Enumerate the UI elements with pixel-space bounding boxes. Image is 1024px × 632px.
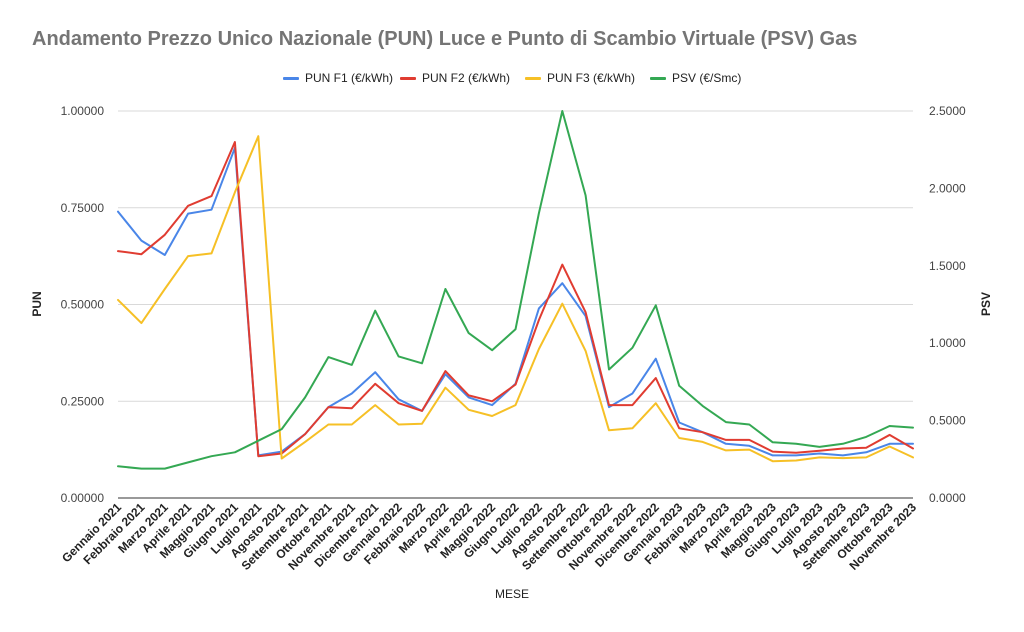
chart-title: Andamento Prezzo Unico Nazionale (PUN) L… xyxy=(32,28,858,50)
legend-label: PUN F3 (€/kWh) xyxy=(547,71,636,85)
y-right-tick-label: 2.0000 xyxy=(929,181,966,195)
y-left-tick-label: 1.00000 xyxy=(61,104,105,118)
series-line-4 xyxy=(117,110,914,470)
legend-swatch xyxy=(283,76,299,80)
legend-item: PUN F1 (€/kWh) xyxy=(283,68,393,88)
legend-item: PUN F2 (€/kWh) xyxy=(400,68,510,88)
legend-swatch xyxy=(400,76,416,80)
y-left-axis-title: PUN xyxy=(30,291,44,316)
legend-item: PSV (€/Smc) xyxy=(650,68,741,88)
legend-swatch xyxy=(650,76,666,80)
y-right-tick-label: 0.0000 xyxy=(929,491,966,505)
y-right-tick-label: 1.0000 xyxy=(929,336,966,350)
legend-swatch xyxy=(525,76,541,80)
y-right-tick-label: 0.5000 xyxy=(929,414,966,428)
series-line-1 xyxy=(117,146,914,457)
legend-label: PSV (€/Smc) xyxy=(672,71,742,85)
y-right-axis-title: PSV xyxy=(979,292,993,316)
y-left-tick-label: 0.25000 xyxy=(61,394,105,408)
legend-label: PUN F2 (€/kWh) xyxy=(422,71,511,85)
y-right-tick-label: 1.5000 xyxy=(929,259,966,273)
legend-label: PUN F1 (€/kWh) xyxy=(305,71,394,85)
y-left-tick-label: 0.00000 xyxy=(61,491,105,505)
y-left-tick-label: 0.75000 xyxy=(61,201,105,215)
series-line-3 xyxy=(117,135,914,463)
series-line-2 xyxy=(117,141,914,458)
chart-legend: PUN F1 (€/kWh) PUN F2 (€/kWh) PUN F3 (€/kW… xyxy=(0,68,1024,88)
legend-item: PUN F3 (€/kWh) xyxy=(525,68,635,88)
y-right-tick-label: 2.5000 xyxy=(929,104,966,118)
x-axis-title: MESE xyxy=(495,587,529,601)
y-left-tick-label: 0.50000 xyxy=(61,298,105,312)
